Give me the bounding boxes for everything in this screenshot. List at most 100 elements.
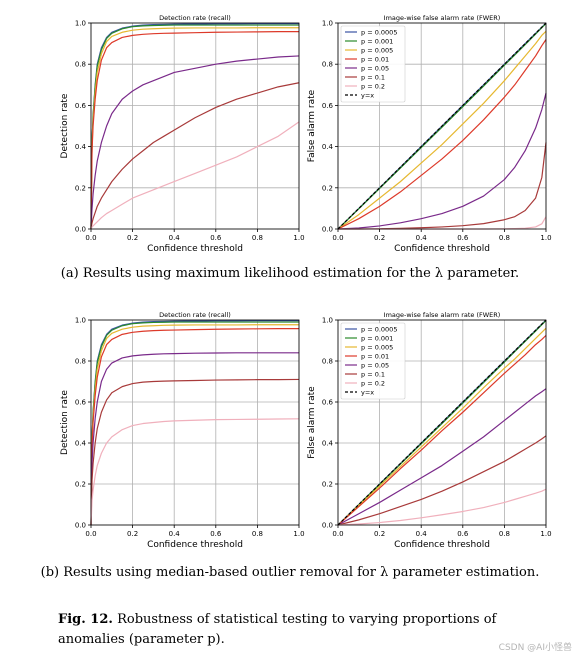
series-line-2	[337, 30, 547, 230]
x-tick-label: 0.8	[252, 530, 263, 538]
legend-label: p = 0.005	[361, 343, 393, 351]
series-line-7	[337, 22, 547, 230]
legend-label: p = 0.001	[361, 334, 393, 342]
legend-label: p = 0.05	[361, 64, 389, 72]
y-axis-label: False alarm rate	[307, 89, 317, 162]
y-axis-label: Detection rate	[60, 390, 70, 455]
watermark: CSDN @AI小怪兽	[498, 643, 572, 653]
y-tick-label: 0.4	[75, 440, 87, 448]
axes-frame	[90, 22, 300, 230]
series-line-7	[337, 319, 547, 526]
x-tick-label: 0.4	[169, 530, 181, 538]
figure-caption-text: Robustness of statistical testing to var…	[58, 612, 497, 647]
chart-title: Detection rate (recall)	[159, 14, 231, 22]
series-line-1	[90, 24, 299, 230]
x-tick-label: 0.4	[169, 234, 181, 242]
legend-label: y=x	[361, 388, 374, 396]
x-tick-label: 1.0	[540, 530, 551, 538]
x-tick-label: 0.8	[499, 234, 510, 242]
x-axis-label: Confidence threshold	[147, 540, 243, 550]
figure-label: Fig. 12.	[58, 612, 113, 627]
y-tick-label: 0.0	[322, 226, 333, 234]
x-tick-label: 0.2	[374, 530, 385, 538]
x-tick-label: 0.8	[252, 234, 263, 242]
x-tick-label: 1.0	[540, 234, 551, 242]
y-tick-label: 1.0	[322, 20, 333, 28]
y-tick-label: 0.0	[75, 522, 86, 530]
series-line-2	[90, 27, 299, 230]
figure-caption: Fig. 12. Robustness of statistical testi…	[58, 610, 562, 650]
x-tick-label: 1.0	[293, 234, 304, 242]
chart-title: Image-wise false alarm rate (FWER)	[384, 311, 501, 319]
y-axis-label: Detection rate	[60, 93, 70, 158]
y-tick-label: 0.6	[75, 102, 87, 110]
series-line-3	[90, 31, 299, 230]
legend-label: p = 0.001	[361, 37, 393, 45]
y-tick-label: 1.0	[75, 317, 86, 325]
y-tick-label: 0.4	[75, 143, 87, 151]
x-tick-label: 0.0	[85, 530, 96, 538]
x-tick-label: 0.6	[457, 530, 469, 538]
series-line-3	[337, 334, 547, 526]
plot-area	[91, 320, 299, 525]
x-tick-label: 0.0	[332, 530, 343, 538]
y-tick-label: 0.6	[322, 102, 334, 110]
x-tick-label: 0.2	[127, 530, 138, 538]
series-line-1	[90, 321, 299, 526]
y-tick-label: 0.2	[75, 184, 86, 192]
y-tick-label: 0.2	[322, 184, 333, 192]
series-line-2	[337, 327, 547, 526]
legend-label: p = 0.01	[361, 352, 389, 360]
x-tick-label: 0.4	[416, 530, 428, 538]
y-tick-label: 0.8	[75, 61, 86, 69]
caption-a: (a) Results using maximum likelihood est…	[60, 266, 520, 281]
x-tick-label: 0.8	[499, 530, 510, 538]
y-tick-label: 1.0	[75, 20, 86, 28]
legend-label: p = 0.005	[361, 46, 393, 54]
legend-label: p = 0.05	[361, 361, 389, 369]
chart-a-detection-rate: 0.0 0.2 0.4 0.6 0.8 1.0 0.0 0.2 0.4 0.6 0.8 1.0 Dete…	[60, 14, 305, 254]
axes-frame	[337, 319, 547, 526]
y-tick-label: 0.2	[75, 481, 86, 489]
series-line-4	[90, 352, 299, 526]
y-tick-label: 0.8	[75, 358, 86, 366]
plot-area	[91, 23, 299, 229]
x-tick-label: 0.0	[85, 234, 96, 242]
series-line-4	[337, 92, 547, 230]
y-tick-label: 1.0	[322, 317, 333, 325]
chart-a-false-alarm-rate: 0.0 0.2 0.4 0.6 0.8 1.0 0.0 0.2 0.4 0.6 0.8 1.0 Imag…	[307, 14, 552, 254]
y-tick-label: 0.4	[322, 143, 334, 151]
series-line-5	[90, 82, 300, 230]
legend-label: y=x	[361, 91, 374, 99]
legend-box	[340, 322, 406, 400]
x-axis-label: Confidence threshold	[147, 244, 243, 254]
series-line-6	[90, 121, 300, 230]
legend-label: p = 0.0005	[361, 325, 397, 333]
y-tick-label: 0.2	[322, 481, 333, 489]
chart-title: Detection rate (recall)	[159, 311, 231, 319]
x-tick-label: 0.2	[127, 234, 138, 242]
series-line-5	[337, 435, 547, 526]
chart-b-false-alarm-rate: 0.0 0.2 0.4 0.6 0.8 1.0 0.0 0.2 0.4 0.6 0.8 1.0 Imag…	[307, 311, 552, 550]
legend-label: p = 0.1	[361, 73, 385, 81]
axes-frame	[337, 22, 547, 230]
y-tick-label: 0.6	[322, 399, 334, 407]
legend-label: p = 0.1	[361, 370, 385, 378]
legend-label: p = 0.2	[361, 379, 385, 387]
legend-label: p = 0.0005	[361, 28, 397, 36]
series-line-5	[90, 378, 300, 526]
x-tick-label: 1.0	[293, 530, 304, 538]
series-line-4	[90, 55, 300, 230]
series-line-6	[90, 418, 300, 526]
x-tick-label: 0.6	[210, 530, 222, 538]
x-tick-label: 0.4	[416, 234, 428, 242]
series-line-3	[90, 328, 299, 526]
y-tick-label: 0.0	[75, 226, 86, 234]
series-line-2	[90, 324, 299, 526]
y-tick-label: 0.4	[322, 440, 334, 448]
series-line-3	[337, 39, 547, 230]
x-tick-label: 0.0	[332, 234, 343, 242]
x-tick-label: 0.6	[210, 234, 222, 242]
y-tick-label: 0.8	[322, 358, 333, 366]
x-tick-label: 0.6	[457, 234, 469, 242]
